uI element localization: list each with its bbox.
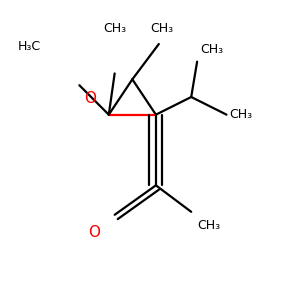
Text: H₃C: H₃C <box>18 40 41 53</box>
Text: O: O <box>84 91 96 106</box>
Text: CH₃: CH₃ <box>103 22 126 35</box>
Text: CH₃: CH₃ <box>230 108 253 121</box>
Text: CH₃: CH₃ <box>200 44 223 56</box>
Text: O: O <box>88 225 100 240</box>
Text: CH₃: CH₃ <box>197 219 220 232</box>
Text: CH₃: CH₃ <box>150 22 173 35</box>
